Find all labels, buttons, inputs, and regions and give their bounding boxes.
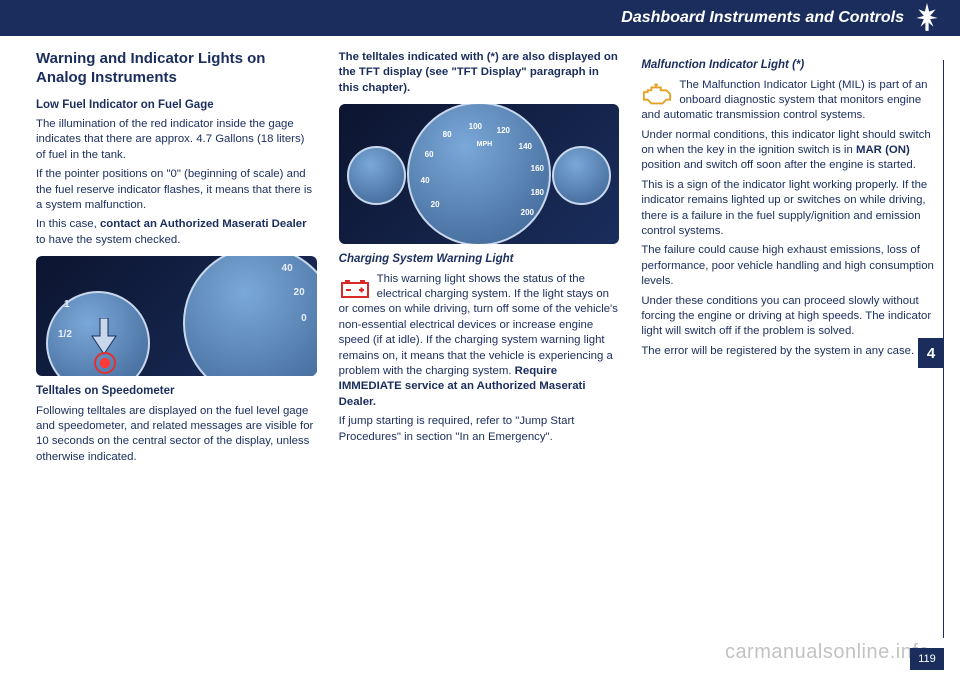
page-number: 119 [910,648,944,670]
tick-20: 20 [294,286,305,300]
low-fuel-indicator-icon [94,352,116,374]
rpm-gauge-icon [183,256,317,376]
battery-icon [339,274,371,302]
content-area: Warning and Indicator Lights on Analog I… [0,36,960,626]
column-3: Malfunction Indicator Light (*) The Malf… [641,50,936,616]
right-mini-gauge-icon [552,146,611,205]
sub-telltales: Telltales on Speedometer [36,384,317,400]
sub-charging: Charging System Warning Light [339,252,620,268]
chapter-tab: 4 [918,338,944,368]
c3-p5: Under these conditions you can proceed s… [641,294,936,340]
left-mini-gauge-icon [347,146,406,205]
c3-p2b: MAR (ON) [856,144,910,156]
charging-block: This warning light shows the status of t… [339,272,620,415]
c3-p1: The Malfunction Indicator Light (MIL) is… [641,78,936,124]
c3-p2: Under normal conditions, this indicator … [641,128,936,174]
header-title: Dashboard Instruments and Controls [621,9,904,27]
c1-p2a: If the pointer positions on "0" (beginni… [36,167,317,213]
c1-p2d: to have the system checked. [36,234,180,246]
c1-p3: Following telltales are displayed on the… [36,404,317,466]
watermark: carmanualsonline.info [725,641,930,664]
c3-p2c: position and switch off soon after the e… [641,159,916,171]
arrow-down-icon [90,318,118,356]
c1-p2b: In this case, [36,218,100,230]
header: Dashboard Instruments and Controls [0,0,960,36]
c1-p1: The illumination of the red indicator in… [36,117,317,163]
c2-intro: The telltales indicated with (*) are als… [339,50,620,96]
c1-p2: In this case, contact an Authorized Mase… [36,217,317,248]
fuel-gauge-figure: 40 20 0 1 1/2 [36,256,317,376]
column-1: Warning and Indicator Lights on Analog I… [36,50,317,616]
c3-p4: The failure could cause high exhaust emi… [641,243,936,289]
c1-p2c: contact an Authorized Maserati Dealer [100,218,307,230]
c3-p6: The error will be registered by the syst… [641,344,936,359]
section-heading: Warning and Indicator Lights on Analog I… [36,50,317,88]
c3-p3: This is a sign of the indicator light wo… [641,178,936,240]
label-half: 1/2 [58,328,72,342]
c2-p2: If jump starting is required, refer to "… [339,414,620,445]
tick-0: 0 [301,312,307,326]
engine-icon [641,80,673,108]
sub-low-fuel: Low Fuel Indicator on Fuel Gage [36,98,317,114]
speedometer-figure: 20 40 60 80 100 120 140 160 180 200 MPH [339,104,620,244]
column-2: The telltales indicated with (*) are als… [339,50,620,616]
sub-mil: Malfunction Indicator Light (*) [641,58,936,74]
label-1: 1 [64,298,70,312]
c2-p1: This warning light shows the status of t… [339,272,620,411]
tick-40: 40 [282,262,293,276]
mil-block: The Malfunction Indicator Light (MIL) is… [641,78,936,128]
maserati-logo-icon [914,3,940,33]
c2-p1a: This warning light shows the status of t… [339,273,618,377]
